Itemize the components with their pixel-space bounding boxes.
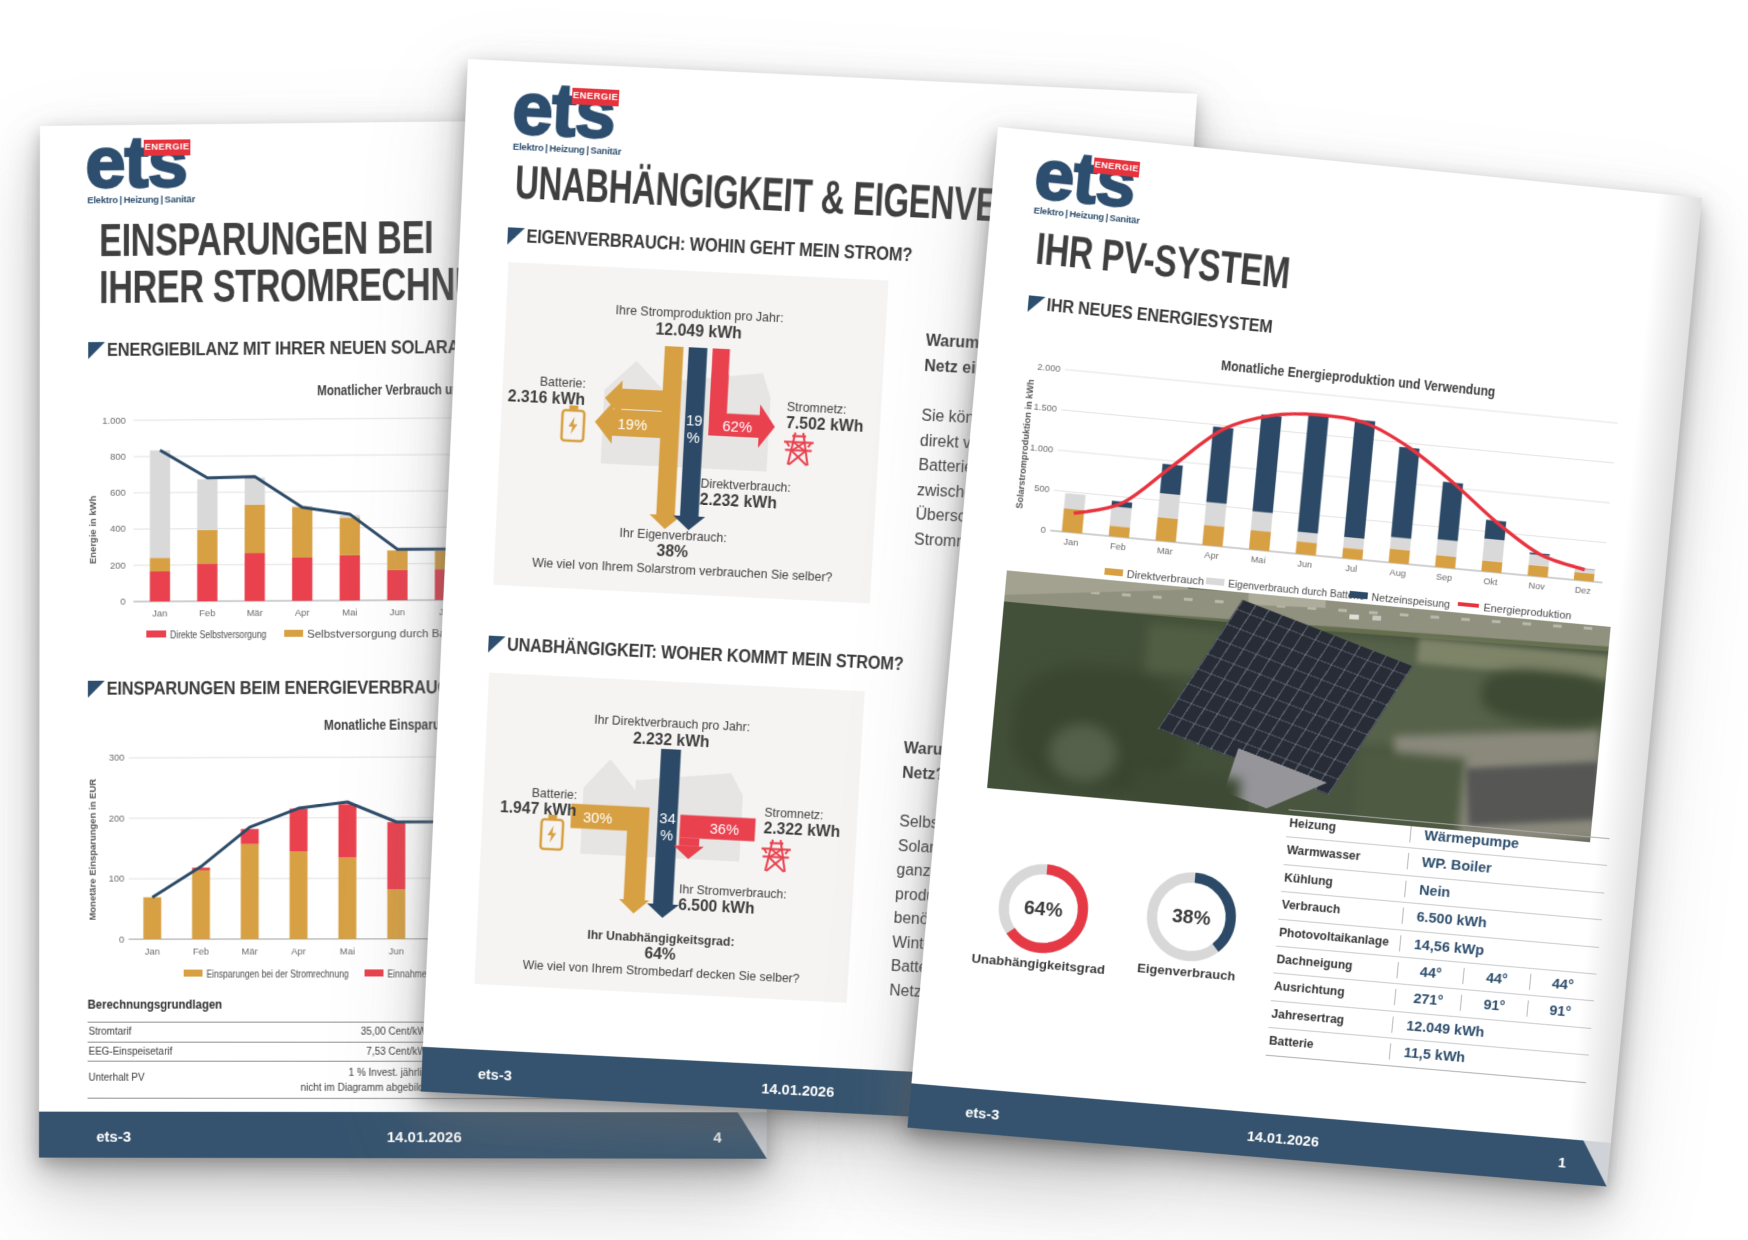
svg-text:Direkte Selbstversorgung: Direkte Selbstversorgung — [170, 630, 266, 642]
svg-text:Feb: Feb — [1110, 540, 1127, 552]
svg-text:62%: 62% — [722, 418, 753, 436]
svg-text:Batterie:: Batterie: — [532, 786, 578, 802]
svg-text:Nov: Nov — [1528, 579, 1545, 591]
svg-text:400: 400 — [110, 523, 126, 534]
svg-text:1.947 kWh: 1.947 kWh — [500, 798, 577, 819]
svg-text:0: 0 — [119, 933, 124, 944]
svg-text:600: 600 — [110, 487, 126, 498]
svg-text:1.500: 1.500 — [1033, 401, 1057, 414]
svg-text:Stromnetz:: Stromnetz: — [787, 400, 847, 417]
svg-text:Jun: Jun — [390, 606, 405, 617]
svg-text:Sep: Sep — [1436, 571, 1453, 583]
svg-text:2.316 kWh: 2.316 kWh — [507, 387, 585, 409]
svg-text:38%: 38% — [656, 542, 688, 561]
svg-text:Aug: Aug — [1389, 566, 1406, 578]
svg-text:64%: 64% — [1023, 897, 1064, 922]
svg-text:19: 19 — [686, 412, 703, 430]
svg-text:36%: 36% — [709, 821, 739, 839]
svg-text:Apr: Apr — [295, 607, 310, 618]
svg-text:%: % — [660, 827, 674, 844]
svg-text:1.000: 1.000 — [1030, 441, 1054, 454]
svg-text:500: 500 — [1034, 482, 1050, 494]
svg-text:Mär: Mär — [1156, 544, 1173, 556]
svg-text:Unabhängigkeitsgrad: Unabhängigkeitsgrad — [971, 951, 1106, 977]
svg-text:Mai: Mai — [340, 945, 355, 956]
svg-text:Energie in kWh: Energie in kWh — [87, 495, 98, 564]
svg-text:19%: 19% — [617, 416, 648, 434]
svg-text:Jun: Jun — [389, 945, 404, 956]
svg-text:Dez: Dez — [1574, 584, 1591, 596]
svg-text:Ihr Eigenverbrauch:: Ihr Eigenverbrauch: — [619, 526, 727, 545]
svg-text:Mai: Mai — [342, 606, 357, 617]
svg-text:300: 300 — [109, 752, 125, 763]
svg-text:0: 0 — [120, 596, 125, 607]
svg-text:Mär: Mär — [247, 607, 263, 618]
svg-text:2.322 kWh: 2.322 kWh — [763, 820, 840, 841]
svg-text:200: 200 — [109, 812, 125, 823]
svg-text:64%: 64% — [644, 945, 676, 964]
svg-text:Feb: Feb — [199, 607, 215, 618]
svg-text:Direktverbrauch:: Direktverbrauch: — [700, 477, 791, 495]
svg-text:Okt: Okt — [1483, 575, 1498, 587]
svg-text:6.500 kWh: 6.500 kWh — [678, 896, 755, 917]
svg-text:2.232 kWh: 2.232 kWh — [633, 730, 711, 751]
svg-text:12.049 kWh: 12.049 kWh — [655, 320, 742, 342]
svg-text:38%: 38% — [1171, 905, 1212, 930]
svg-text:Monatliche Energieproduktion u: Monatliche Energieproduktion und Verwend… — [1220, 358, 1496, 400]
svg-text:Apr: Apr — [291, 945, 306, 956]
svg-text:7.502 kWh: 7.502 kWh — [786, 414, 864, 436]
svg-text:Mai: Mai — [1250, 553, 1266, 565]
svg-text:2.232 kWh: 2.232 kWh — [699, 491, 777, 513]
svg-text:Apr: Apr — [1204, 549, 1219, 561]
svg-text:Stromnetz:: Stromnetz: — [764, 806, 824, 823]
svg-text:Jan: Jan — [1063, 536, 1079, 548]
svg-text:Jun: Jun — [1297, 558, 1313, 570]
svg-text:30%: 30% — [583, 810, 613, 828]
svg-text:Jul: Jul — [1345, 562, 1358, 574]
svg-text:Feb: Feb — [193, 945, 209, 956]
svg-text:800: 800 — [110, 451, 126, 462]
svg-text:Eigenverbrauch: Eigenverbrauch — [1137, 960, 1236, 983]
svg-text:Ihr Stromverbrauch:: Ihr Stromverbrauch: — [679, 882, 787, 901]
svg-text:Jan: Jan — [145, 946, 160, 957]
svg-text:Monetäre Einsparungen in EUR: Monetäre Einsparungen in EUR — [87, 779, 98, 921]
svg-text:Selbstversorgung durch Batteri: Selbstversorgung durch Batterie — [307, 629, 472, 641]
svg-text:Batterie:: Batterie: — [540, 375, 587, 391]
svg-text:200: 200 — [110, 559, 126, 570]
svg-text:Mär: Mär — [242, 945, 258, 956]
svg-text:Einsparungen bei der Stromrech: Einsparungen bei der Stromrechnung — [206, 969, 348, 980]
svg-text:34: 34 — [659, 810, 677, 827]
svg-text:100: 100 — [109, 873, 125, 884]
svg-text:1.000: 1.000 — [102, 414, 125, 425]
svg-text:0: 0 — [1040, 524, 1046, 535]
svg-text:Jan: Jan — [152, 607, 167, 618]
svg-text:%: % — [686, 429, 700, 447]
svg-text:2.000: 2.000 — [1037, 361, 1061, 374]
